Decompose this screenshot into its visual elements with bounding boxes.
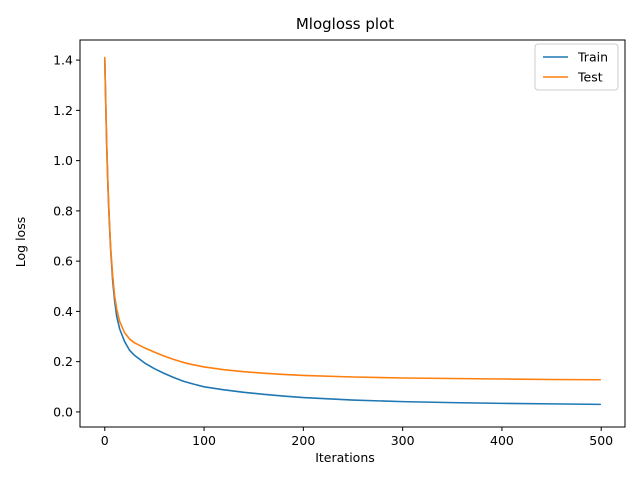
y-tick-label: 0.0: [53, 404, 73, 419]
y-tick-label: 1.4: [53, 53, 73, 68]
y-tick-label: 0.4: [53, 304, 73, 319]
x-tick-label: 300: [391, 433, 415, 448]
x-tick-label: 400: [490, 433, 514, 448]
legend-label-test: Test: [577, 70, 603, 85]
y-tick-label: 0.2: [53, 354, 73, 369]
y-axis-label: Log loss: [13, 217, 28, 267]
x-tick-label: 200: [291, 433, 315, 448]
series-line-test: [103, 56, 602, 381]
x-tick-label: 100: [192, 433, 216, 448]
x-tick-label: 500: [589, 433, 613, 448]
y-tick-label: 1.2: [53, 103, 73, 118]
legend-box: [534, 43, 619, 91]
chart-title: Mlogloss plot: [296, 15, 394, 33]
y-tick-label: 0.6: [53, 254, 73, 269]
x-tick-label: 0: [101, 433, 109, 448]
y-tick-label: 1.0: [53, 153, 73, 168]
plot-area: 0 100 200 300 400 500 0.0 0.2 0.4 0.6 0.8 1.0 1.2 1.4: [53, 39, 626, 448]
y-tick-label: 0.8: [53, 203, 73, 218]
x-axis-label: Iterations: [315, 450, 375, 465]
axes-frame: [79, 39, 626, 428]
legend-label-train: Train: [577, 50, 608, 65]
legend: Train Test: [534, 43, 619, 91]
